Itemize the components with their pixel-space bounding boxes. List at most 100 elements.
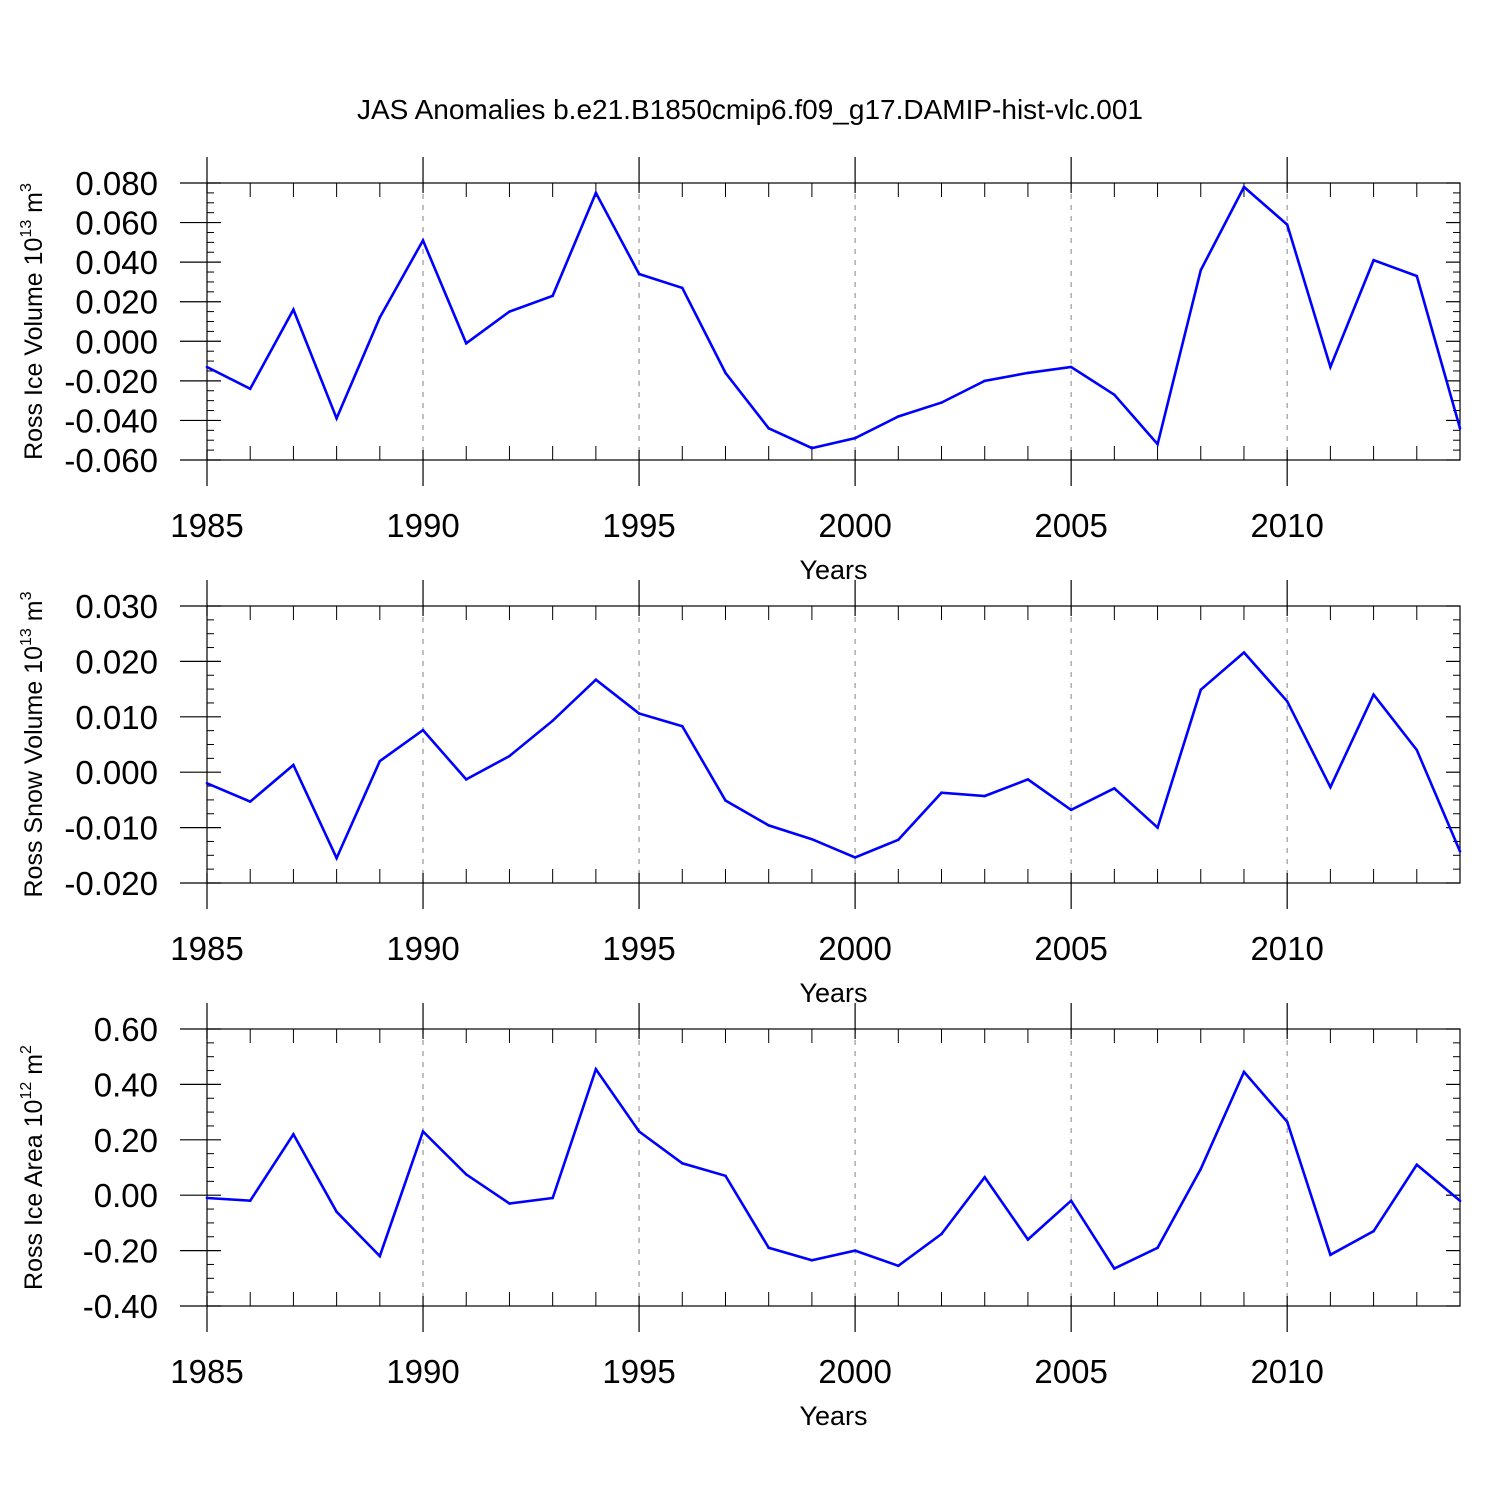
x-tick-label: 1990 [386, 1353, 459, 1390]
data-point [1372, 1229, 1375, 1233]
x-tick-label: 1985 [170, 507, 243, 544]
panel-3: -0.40 -0.20 0.00 0.20 0.40 0.60 1985 1990 1995 20… [18, 1003, 1462, 1431]
y-tick-label: 0.020 [75, 284, 158, 321]
panels: -0.060-0.040-0.0200.0000.0200.0400.0600.… [18, 157, 1462, 1431]
y-axis-label-unit: m [20, 192, 48, 220]
data-point [940, 401, 943, 404]
x-tick-label: 2005 [1034, 507, 1107, 544]
x-tick-label: 1985 [170, 1353, 243, 1390]
y-tick-label: -0.020 [64, 865, 158, 902]
y-tick-label: 0.060 [75, 205, 158, 242]
x-tick-label: 2010 [1250, 1353, 1323, 1390]
y-tick-label: 0.00 [94, 1177, 158, 1214]
x-tick-label: 2000 [818, 507, 891, 544]
y-tick-label: -0.010 [64, 810, 158, 847]
x-axis-label: Years [799, 555, 867, 585]
x-tick-label: 1995 [602, 930, 675, 967]
y-tick-label: 0.010 [75, 699, 158, 736]
data-point [680, 286, 684, 290]
data-point [1415, 748, 1419, 752]
data-point [421, 239, 425, 242]
data-point [897, 838, 900, 842]
data-point [464, 341, 468, 345]
y-axis-label-exponent: 13 [18, 220, 35, 238]
y-tick-label: 0.20 [94, 1122, 158, 1159]
data-point [464, 778, 468, 781]
data-point [464, 1173, 468, 1176]
data-point [1069, 808, 1073, 812]
data-point [1372, 258, 1375, 262]
data-point [335, 1210, 338, 1214]
data-point [1026, 1238, 1030, 1241]
y-tick-label: 0.40 [94, 1066, 158, 1103]
data-point [767, 1246, 770, 1250]
y-axis-label-text: Ross Snow Volume 10 [20, 646, 48, 898]
series-line [206, 650, 1462, 862]
data-point [594, 678, 598, 681]
panel-1: -0.060-0.040-0.0200.0000.0200.0400.0600.… [18, 157, 1462, 585]
x-axis-label: Years [799, 1401, 867, 1431]
data-point [335, 417, 338, 420]
y-axis-label-unit-exponent: 3 [18, 183, 35, 192]
x-tick-label: 2005 [1034, 1353, 1107, 1390]
data-point [983, 794, 987, 798]
data-point [335, 856, 338, 860]
data-point [637, 272, 641, 276]
data-point [508, 310, 511, 313]
y-tick-label: -0.20 [83, 1233, 158, 1270]
data-point [1113, 1267, 1116, 1270]
data-point [1069, 365, 1073, 369]
data-point [853, 1249, 857, 1252]
y-axis-label-text: Ross Ice Area 10 [20, 1100, 48, 1290]
data-point [1199, 688, 1203, 691]
data-point [508, 754, 511, 758]
data-point [205, 365, 209, 369]
y-axis-label-exponent: 13 [18, 628, 35, 646]
data-point [421, 728, 425, 732]
data-point [248, 800, 252, 803]
data-point [767, 427, 770, 430]
y-tick-label: 0.020 [75, 643, 158, 680]
data-point [1415, 1163, 1419, 1167]
data-point [378, 316, 382, 319]
y-axis-label: Ross Snow Volume 1013 m3 [18, 591, 48, 897]
data-point [1285, 699, 1289, 703]
data-point [1156, 826, 1159, 829]
data-point [1329, 785, 1332, 789]
x-tick-label: 2000 [818, 930, 891, 967]
data-point [853, 856, 857, 859]
data-point [1458, 850, 1462, 853]
data-point [1242, 185, 1246, 189]
x-tick-label: 2010 [1250, 930, 1323, 967]
figure-title: JAS Anomalies b.e21.B1850cmip6.f09_g17.D… [357, 94, 1143, 125]
data-point [1026, 778, 1030, 781]
data-point [1069, 1199, 1073, 1203]
y-axis-label-unit-exponent: 2 [18, 1045, 35, 1054]
y-tick-label: -0.060 [64, 442, 158, 479]
data-point [551, 1196, 554, 1200]
data-point [292, 308, 295, 311]
y-tick-label: 0.040 [75, 244, 158, 281]
data-point [637, 1130, 641, 1133]
data-point [1329, 1253, 1332, 1257]
x-tick-label: 1990 [386, 930, 459, 967]
data-point [248, 387, 252, 391]
data-point [983, 379, 987, 383]
data-point [724, 1174, 727, 1178]
data-point [637, 712, 641, 715]
panel-2: -0.020 -0.010 0.000 0.010 0.020 0.030 1985 1990… [18, 580, 1462, 1008]
data-point [853, 436, 857, 440]
x-tick-label: 2010 [1250, 507, 1323, 544]
data-point [983, 1175, 987, 1179]
data-point [1113, 393, 1116, 397]
series-line [206, 1066, 1461, 1271]
data-point [897, 1264, 900, 1268]
y-tick-label: -0.020 [64, 363, 158, 400]
data-point [248, 1199, 252, 1203]
y-tick-label: 0.000 [75, 754, 158, 791]
data-point [810, 837, 814, 841]
data-point [205, 781, 209, 785]
data-point [1372, 693, 1375, 696]
data-point [1458, 427, 1462, 430]
